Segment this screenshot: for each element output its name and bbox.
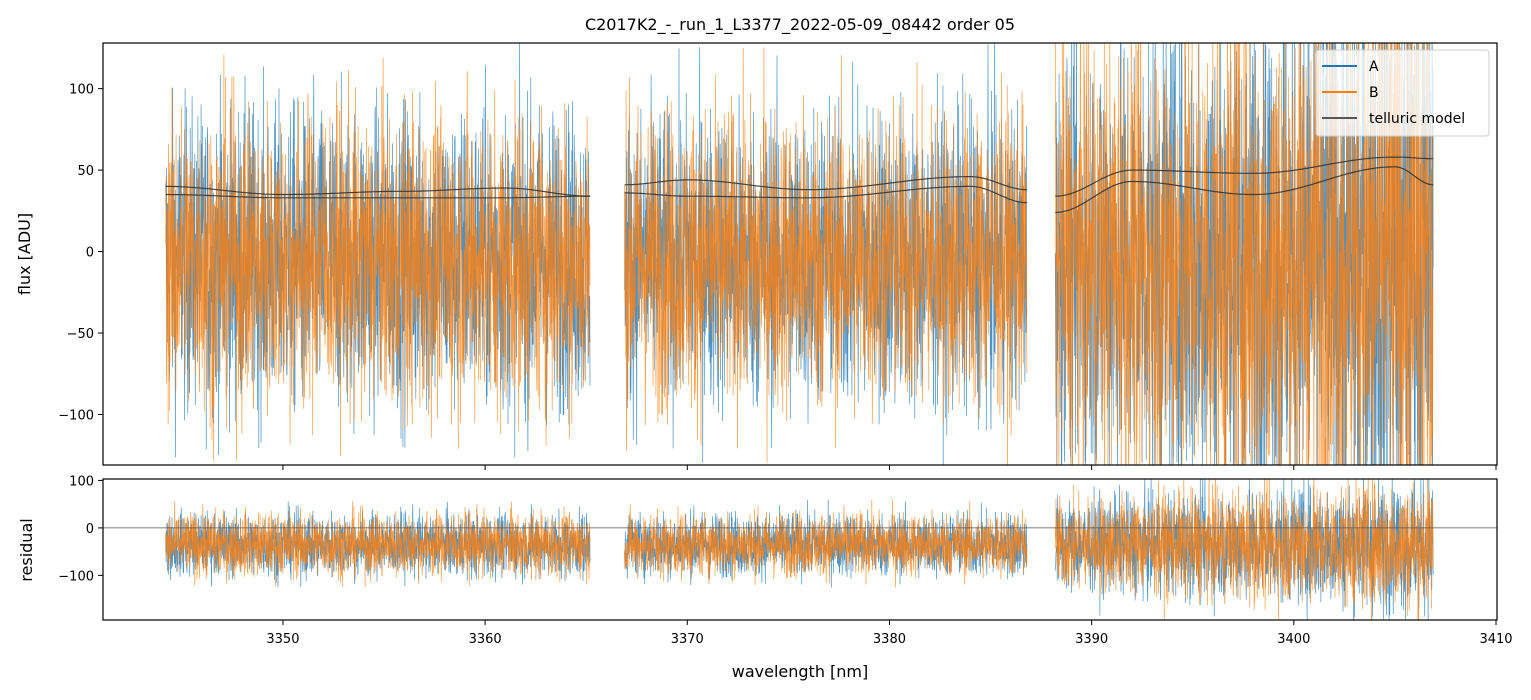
telluric-model-upper-segment-1 <box>165 185 591 197</box>
xtick-label: 3410 <box>1479 632 1512 647</box>
residual-ytick-label: −100 <box>58 569 94 584</box>
legend-label-a: A <box>1369 59 1379 75</box>
flux-ytick-label: −100 <box>58 408 94 423</box>
series-b-segment-3 <box>1054 479 1434 620</box>
flux-ytick-label: −50 <box>67 327 94 342</box>
residual-ytick-label: 100 <box>69 474 94 489</box>
xtick-label: 3350 <box>266 632 299 647</box>
xtick-label: 3390 <box>1075 632 1108 647</box>
residual-ytick-label: 0 <box>86 522 94 537</box>
telluric-model-lower-segment-3 <box>1055 166 1434 214</box>
telluric-model-upper-segment-3 <box>1055 156 1434 197</box>
flux-ytick-label: 100 <box>69 83 94 98</box>
flux-panel: 100 50 0 −50 −100 <box>58 42 1498 470</box>
legend-label-telluric: telluric model <box>1369 111 1465 127</box>
telluric-model-upper-segment-2 <box>624 176 1027 191</box>
telluric-model-lower-segment-2 <box>624 185 1027 204</box>
flux-ytick-label: 50 <box>77 164 94 179</box>
telluric-model-lower-segment-1 <box>165 193 591 199</box>
chart-title: C2017K2_-_run_1_L3377_2022-05-09_08442 o… <box>585 15 1015 35</box>
x-axis-label: wavelength [nm] <box>732 662 869 681</box>
xtick-label: 3370 <box>671 632 704 647</box>
xtick-label: 3360 <box>469 632 502 647</box>
series-b-segment-2 <box>624 47 1028 465</box>
series-b-segment-1 <box>165 54 591 462</box>
xtick-label: 3400 <box>1277 632 1310 647</box>
series-b-segment-3 <box>1054 43 1434 465</box>
legend-label-b: B <box>1369 85 1379 101</box>
flux-axes-frame <box>102 42 1498 466</box>
legend: A B telluric model <box>1315 49 1490 137</box>
flux-ytick-label: 0 <box>86 246 94 261</box>
series-b-segment-2 <box>624 499 1028 588</box>
xtick-label: 3380 <box>873 632 906 647</box>
residual-panel: 100 0 −100 3350 3360 3370 3380 3390 3400 3410 <box>58 474 1512 647</box>
series-b-segment-1 <box>165 501 591 588</box>
y-axis-label-residual: residual <box>17 518 36 581</box>
residual-axes-frame <box>102 478 1498 621</box>
y-axis-label-flux: flux [ADU] <box>15 213 34 295</box>
